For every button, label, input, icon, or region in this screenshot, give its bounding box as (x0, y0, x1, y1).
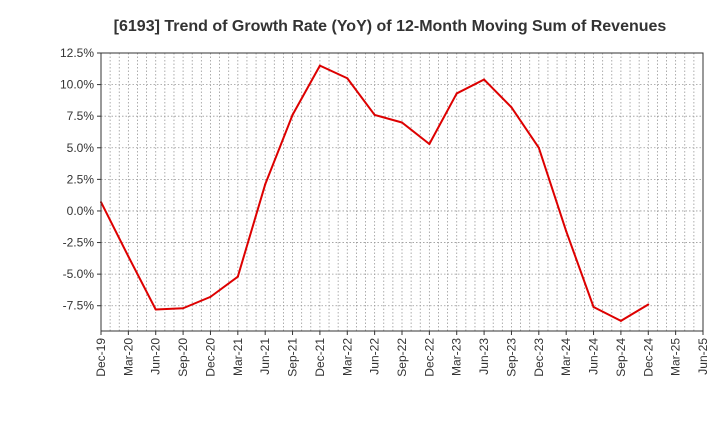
data-point (428, 142, 431, 145)
chart-title: [6193] Trend of Growth Rate (YoY) of 12-… (114, 18, 667, 35)
data-point (373, 113, 376, 116)
x-tick-label: Sep-22 (395, 338, 409, 377)
data-point (346, 77, 349, 80)
x-tick-label: Dec-22 (422, 338, 436, 377)
x-tick-label: Jun-20 (149, 338, 163, 375)
x-tick-label: Mar-24 (559, 338, 573, 376)
y-tick-label: 12.5% (60, 46, 94, 60)
x-tick-label: Jun-24 (587, 338, 601, 375)
data-point (510, 106, 513, 109)
x-tick-label: Dec-20 (203, 338, 217, 377)
data-point (565, 230, 568, 233)
y-tick-label: -5.0% (63, 267, 95, 281)
data-point (537, 146, 540, 149)
data-point (619, 319, 622, 322)
data-point (483, 78, 486, 81)
x-tick-label: Jun-23 (477, 338, 491, 375)
data-point (318, 64, 321, 67)
data-point (209, 295, 212, 298)
x-tick-label: Mar-22 (340, 338, 354, 376)
data-point (182, 307, 185, 310)
y-tick-label: -2.5% (63, 236, 95, 250)
data-point (291, 113, 294, 116)
x-tick-label: Dec-24 (641, 338, 655, 377)
x-tick-label: Sep-21 (286, 338, 300, 377)
y-tick-label: 2.5% (67, 172, 95, 186)
data-point (264, 183, 267, 186)
y-tick-label: 7.5% (67, 109, 95, 123)
x-tick-label: Jun-25 (696, 338, 710, 375)
y-tick-label: 10.0% (60, 78, 94, 92)
data-point (127, 255, 130, 258)
x-tick-label: Jun-22 (368, 338, 382, 375)
y-tick-label: 5.0% (67, 141, 95, 155)
data-point (455, 92, 458, 95)
x-tick-label: Mar-20 (121, 338, 135, 376)
x-tick-label: Sep-23 (504, 338, 518, 377)
data-point (647, 303, 650, 306)
y-axis-ticks: 12.5% 10.0% 7.5% 5.0% 2.5% 0.0% -2.5% -5.0% -7.5… (60, 46, 101, 313)
plot-frame (100, 52, 704, 332)
x-tick-label: Dec-19 (94, 338, 108, 377)
x-tick-label: Sep-24 (614, 338, 628, 377)
x-tick-label: Dec-21 (313, 338, 327, 377)
x-tick-label: Jun-21 (258, 338, 272, 375)
data-point (154, 308, 157, 311)
plot-area (101, 53, 703, 331)
x-tick-label: Dec-23 (532, 338, 546, 377)
data-point (592, 305, 595, 308)
x-axis-ticks: Dec-19 Mar-20 Jun-20 Sep-20 Dec-20 Mar-21 Jun-… (94, 331, 710, 377)
x-tick-label: Mar-25 (669, 338, 683, 376)
y-tick-label: -7.5% (63, 299, 95, 313)
grid-lines (101, 52, 703, 331)
data-point (401, 121, 403, 124)
x-tick-label: Sep-20 (176, 338, 190, 377)
y-tick-label: 0.0% (67, 204, 95, 218)
x-tick-label: Mar-23 (450, 338, 464, 376)
x-tick-label: Mar-21 (231, 338, 245, 376)
data-point (236, 275, 239, 278)
